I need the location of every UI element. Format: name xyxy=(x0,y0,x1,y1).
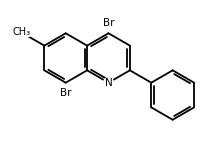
Circle shape xyxy=(104,78,113,88)
Text: Br: Br xyxy=(103,18,114,28)
Text: Br: Br xyxy=(60,88,71,98)
Text: N: N xyxy=(105,78,112,88)
Text: CH₃: CH₃ xyxy=(12,27,31,37)
